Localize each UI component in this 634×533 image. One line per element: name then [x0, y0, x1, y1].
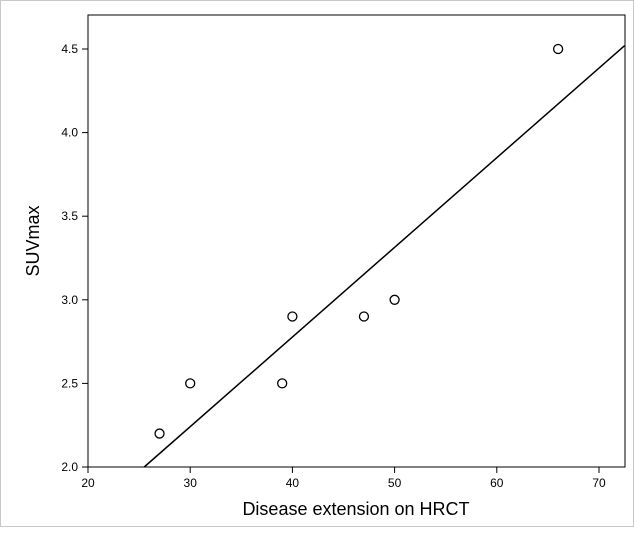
x-tick-label: 50 — [388, 476, 402, 490]
y-tick-label: 2.0 — [61, 460, 78, 474]
y-tick-label: 3.0 — [61, 293, 78, 307]
regression-line — [143, 45, 626, 468]
x-tick-label: 40 — [286, 476, 300, 490]
plot-area — [87, 14, 626, 468]
data-point — [185, 378, 196, 389]
y-tick-label: 3.5 — [61, 209, 78, 223]
x-tick-label: 70 — [592, 476, 606, 490]
data-point — [154, 428, 165, 439]
x-tick-label: 30 — [184, 476, 198, 490]
x-axis-title: Disease extension on HRCT — [242, 499, 469, 519]
data-point — [287, 311, 298, 322]
x-axis-ticks: 20 30 40 50 60 70 — [81, 467, 606, 490]
data-point — [277, 378, 288, 389]
y-tick-label: 4.0 — [61, 126, 78, 140]
x-tick-label: 20 — [81, 476, 95, 490]
y-axis-ticks: 2.0 2.5 3.0 3.5 4.0 4.5 — [61, 42, 88, 474]
data-points — [154, 43, 564, 439]
y-axis-title: SUVmax — [23, 205, 43, 276]
regression-line-group — [143, 45, 626, 468]
x-tick-label: 60 — [490, 476, 504, 490]
y-tick-label: 2.5 — [61, 376, 78, 390]
data-point — [389, 294, 400, 305]
data-point — [552, 43, 564, 55]
y-tick-label: 4.5 — [61, 42, 78, 56]
data-point — [358, 311, 370, 322]
